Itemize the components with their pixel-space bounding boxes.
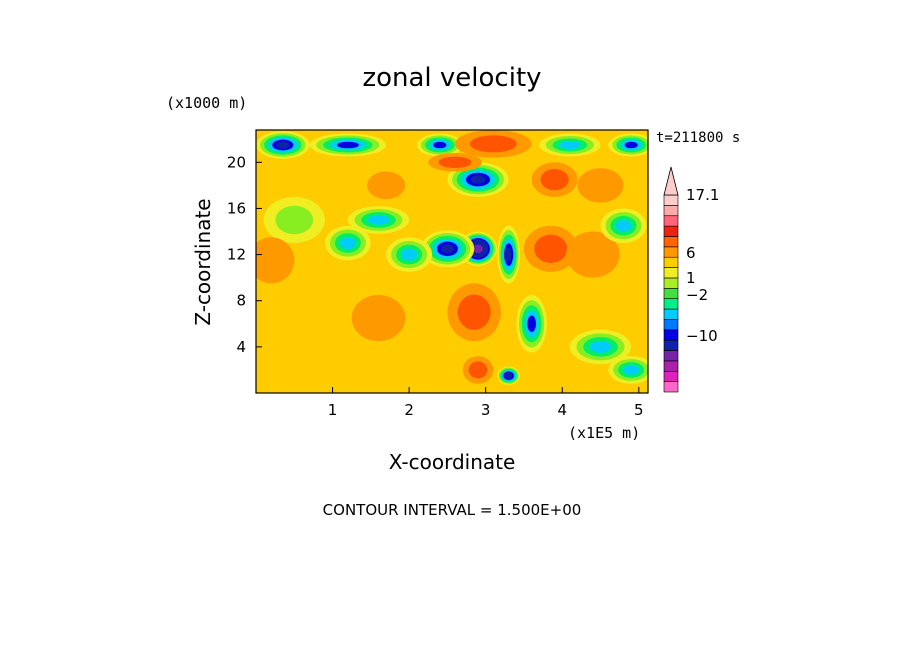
colorbar-swatch-18 [663,194,679,206]
field-feature-15 [420,230,475,268]
colorbar: 17.1 6 1−2 −10 [663,166,719,393]
colorbar-label-2: 1 [686,269,696,287]
colorbar-swatch-5 [663,329,679,341]
field-feature-17 [386,237,433,272]
field-feature-16 [497,225,521,284]
colorbar-swatch-13 [663,246,679,258]
x-unit-label: (x1E5 m) [568,424,640,442]
colorbar-swatch-15 [663,225,679,237]
field-feature-31 [608,356,648,384]
x-axis-ticks: 1 2 3 4 5 [328,387,644,419]
field-feature-3 [455,130,532,158]
colorbar-label-0: 17.1 [686,186,719,204]
field-feature-11 [577,168,624,203]
x-tick-label-0: 1 [328,401,338,419]
colorbar-swatch-8 [663,298,679,310]
x-tick-label-3: 4 [557,401,567,419]
field-feature-30 [462,356,494,384]
y-axis-ticks: 4 8 12 16 20 [227,153,262,356]
colorbar-swatch-11 [663,267,679,279]
colorbar-swatch-2 [663,360,679,372]
field-feature-5 [608,133,648,157]
y-tick-label-1: 8 [236,292,246,310]
colorbar-swatch-0 [663,381,679,393]
field-feature-2 [416,133,463,157]
colorbar-label-1: 6 [686,244,696,262]
chart-title: zonal velocity [362,63,541,93]
field-feature-13 [347,206,410,234]
y-axis-label: Z-coordinate [191,198,215,325]
field-feature-0 [256,131,310,159]
colorbar-swatch-17 [663,205,679,217]
colorbar-swatch-12 [663,256,679,268]
contour-interval-label: CONTOUR INTERVAL = 1.500E+00 [323,501,582,519]
field-feature-12 [263,196,325,244]
field-feature-19 [256,237,295,284]
colorbar-swatch-9 [663,288,679,299]
field-feature-21 [566,231,620,278]
y-tick-label-0: 4 [236,338,246,356]
colorbar-swatch-10 [663,277,679,289]
y-tick-label-4: 20 [227,153,246,171]
y-tick-label-3: 16 [227,199,246,217]
field-feature-25 [569,329,632,365]
x-tick-label-4: 5 [634,401,644,419]
colorbar-swatch-4 [663,339,679,351]
colorbar-swatch-14 [663,236,679,248]
field-feature-23 [447,283,501,342]
colorbar-swatch-6 [663,319,679,331]
colorbar-swatch-7 [663,308,679,320]
field-feature-24 [516,294,547,353]
time-label: t=211800 s [656,130,740,146]
field-feature-22 [600,208,647,244]
field-feature-1 [309,133,387,157]
velocity-field [256,130,648,385]
field-feature-20 [523,225,578,272]
y-tick-label-2: 12 [227,246,246,264]
plot-area [255,129,649,394]
field-feature-4 [539,133,601,157]
field-feature-6 [367,171,406,200]
field-feature-29 [497,366,521,385]
field-feature-26 [351,294,406,342]
colorbar-label-4: −10 [686,327,718,345]
colorbar-arrow-top [663,166,679,196]
colorbar-swatch-1 [663,370,679,382]
field-feature-10 [531,162,578,197]
field-feature-18 [324,225,371,261]
field-feature-9 [428,153,482,172]
x-tick-label-2: 3 [481,401,491,419]
x-axis-label: X-coordinate [389,450,516,474]
plot-frame [255,129,649,394]
colorbar-swatch-3 [663,350,679,362]
colorbar-label-3: −2 [686,286,708,304]
field-feature-8 [447,162,509,197]
colorbar-swatch-16 [663,215,679,227]
y-unit-label: (x1000 m) [166,94,247,112]
x-tick-label-1: 2 [404,401,414,419]
